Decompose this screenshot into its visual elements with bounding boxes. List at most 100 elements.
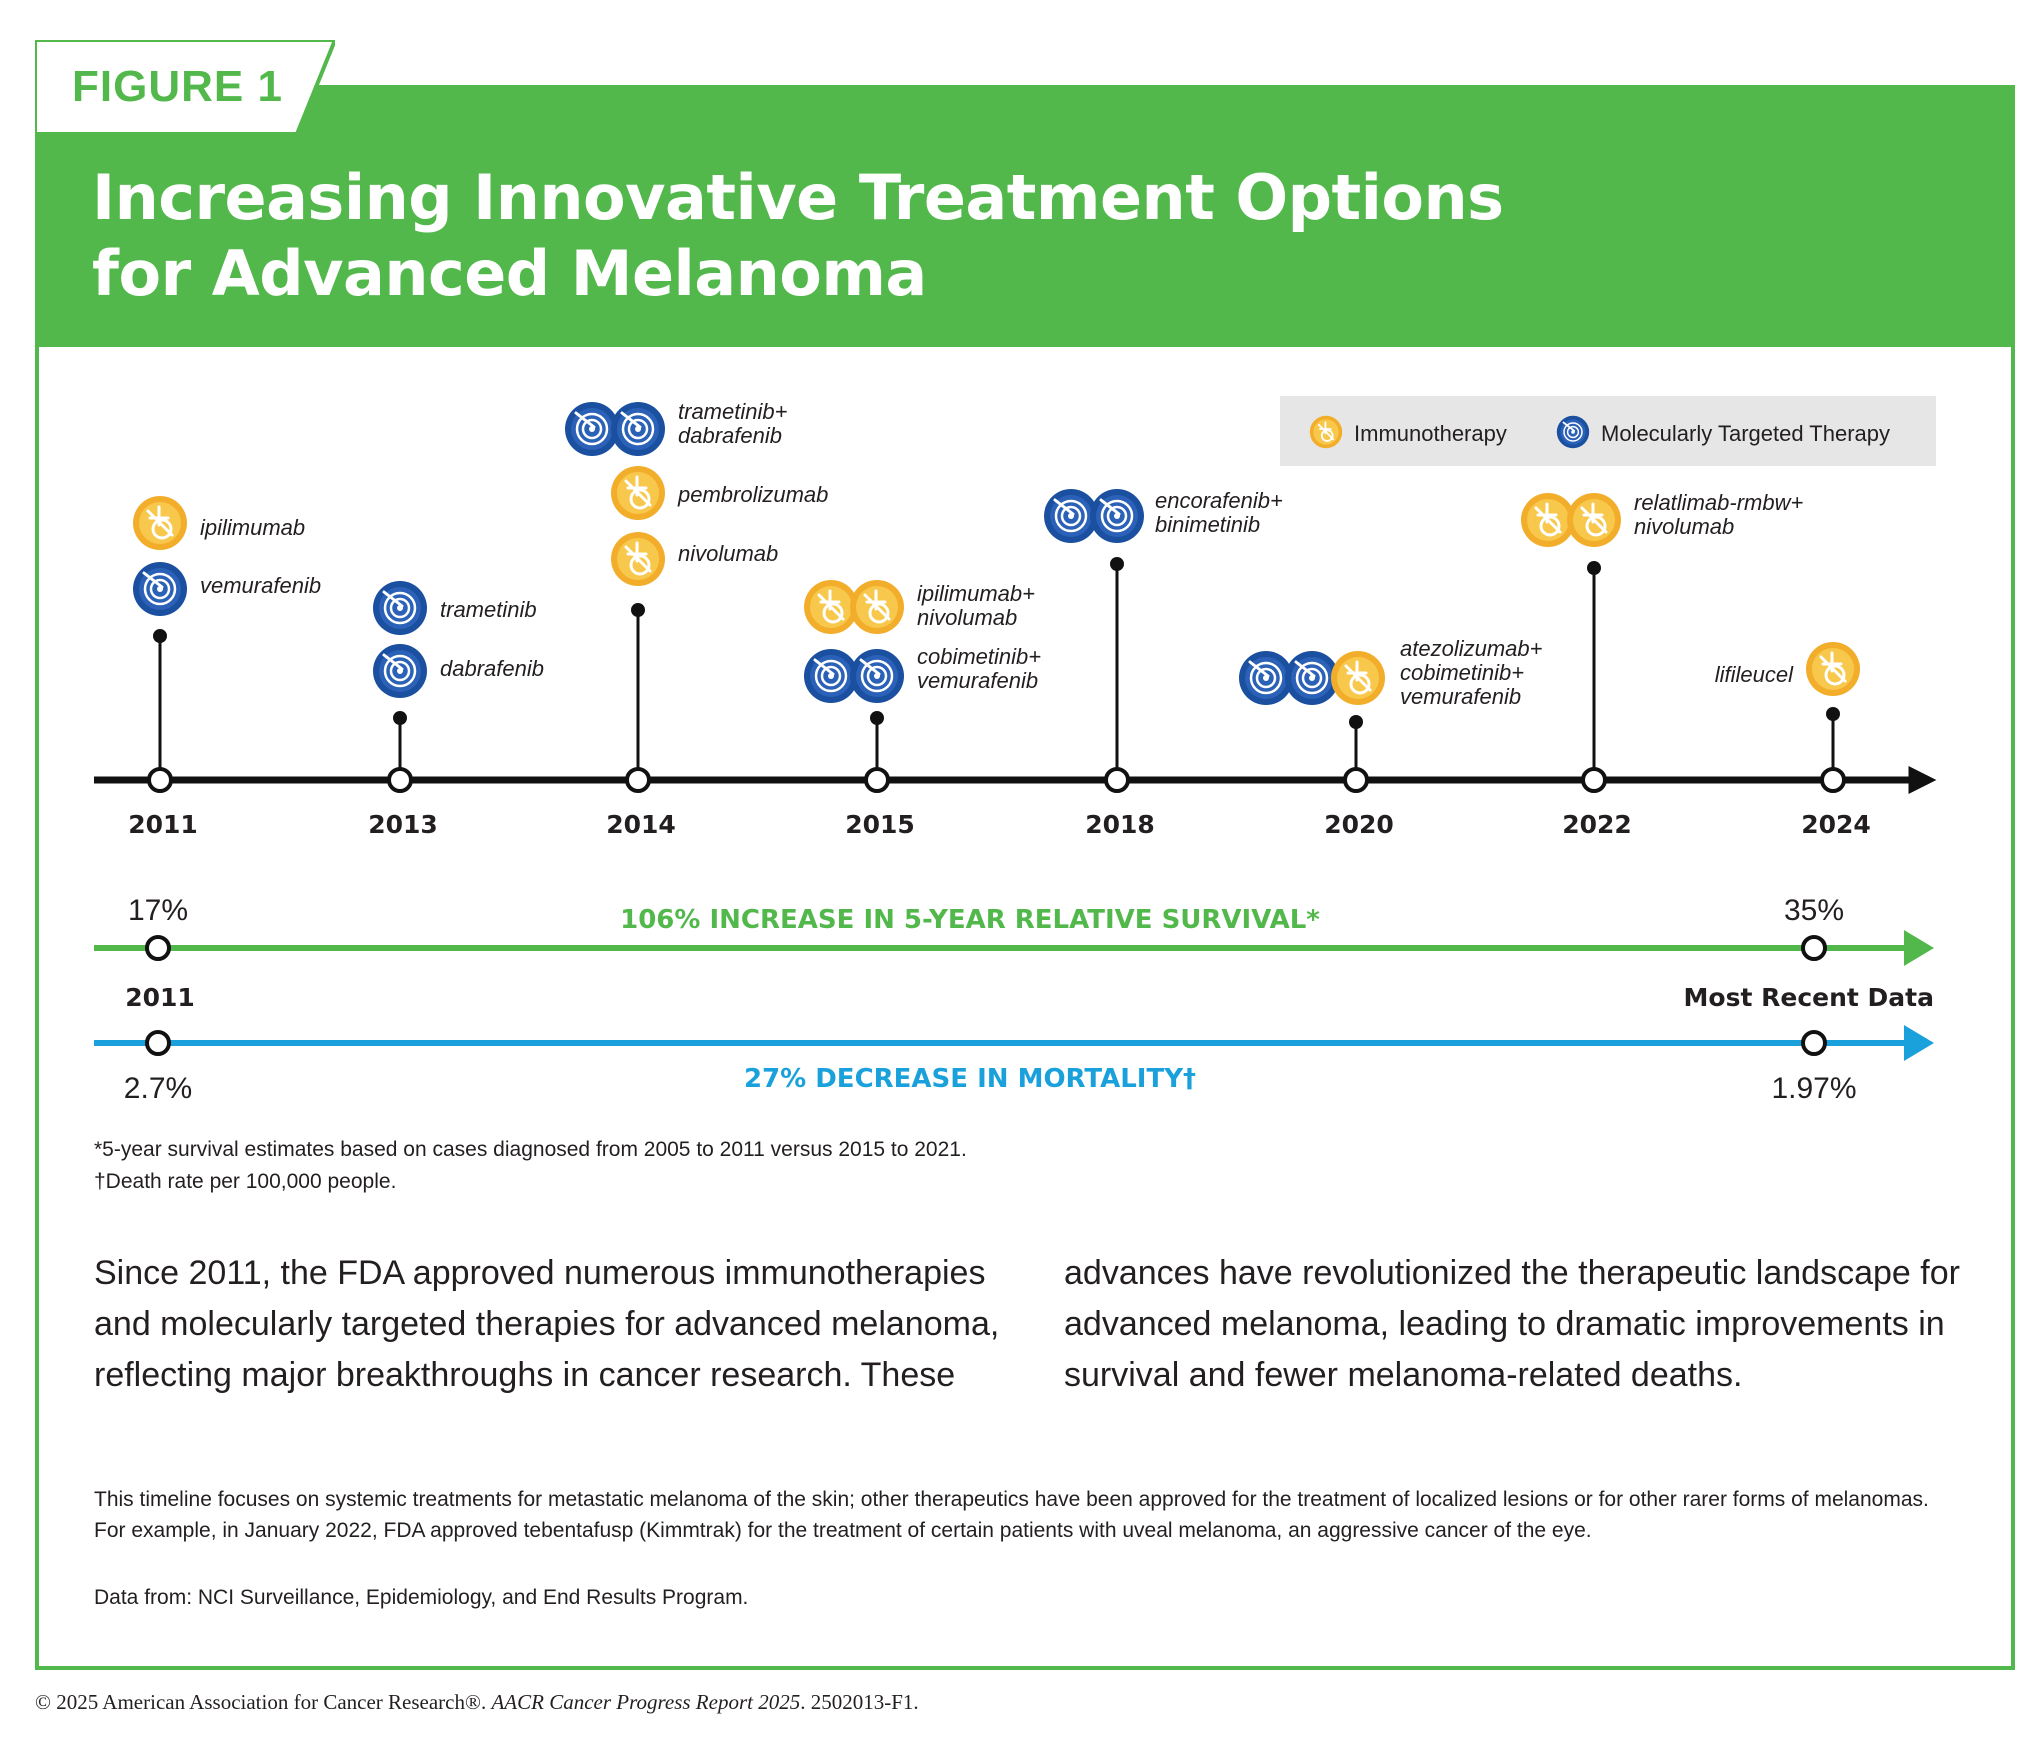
- period-end-label: Most Recent Data: [1684, 983, 1934, 1012]
- drug-label: ipilimumab+: [917, 581, 1035, 606]
- drug-label: vemurafenib: [1400, 684, 1521, 709]
- drug-label: ipilimumab: [200, 515, 305, 540]
- drug-label: binimetinib: [1155, 512, 1260, 537]
- drug-label: vemurafenib: [917, 668, 1038, 693]
- year-label: 2022: [1562, 810, 1632, 839]
- mortality-end-value: 1.97%: [1771, 1072, 1856, 1105]
- targeted-therapy-icon: [371, 642, 429, 700]
- targeted-therapy-icon: [563, 400, 621, 458]
- mortality-start-marker: [145, 1030, 171, 1056]
- timeline-event-2014: 2014 trametinib+dabrafenib pembrolizumab ni…: [563, 399, 828, 839]
- event-axis-marker: [1343, 767, 1369, 793]
- note-text: This timeline focuses on systemic treatm…: [94, 1488, 1929, 1542]
- timeline-event-2013: 2013 trametinib dabrafenib: [368, 579, 544, 839]
- survival-arrowhead: [1904, 930, 1934, 966]
- year-label: 2011: [128, 810, 198, 839]
- drug-label: trametinib: [440, 597, 537, 622]
- targeted-therapy-icon: [848, 647, 906, 705]
- targeted-therapy-icon: [1237, 649, 1295, 707]
- page-title: Increasing Innovative Treatment Options …: [92, 160, 1692, 312]
- event-stem-dot: [393, 711, 407, 725]
- timeline-event-2024: 2024 lifileucel: [1715, 640, 1871, 839]
- targeted-therapy-icon: [1283, 649, 1341, 707]
- event-stem-dot: [153, 629, 167, 643]
- year-label: 2018: [1085, 810, 1155, 839]
- event-axis-marker: [1581, 767, 1607, 793]
- event-axis-marker: [625, 767, 651, 793]
- survival-headline: 106% INCREASE IN 5-YEAR RELATIVE SURVIVA…: [620, 905, 1320, 935]
- event-axis-marker: [147, 767, 173, 793]
- legend-targeted-label: Molecularly Targeted Therapy: [1601, 421, 1890, 446]
- drug-label: atezolizumab+: [1400, 636, 1543, 661]
- immunotherapy-icon: [802, 578, 860, 636]
- timeline-event-2020: 2020 atezolizumab+cobimetinib+vemurafenib: [1237, 636, 1543, 839]
- drug-label: lifileucel: [1715, 662, 1794, 687]
- event-stem-dot: [1110, 557, 1124, 571]
- timeline-event-2018: 2018 encorafenib+binimetinib: [1042, 487, 1283, 839]
- copyright-suffix: . 2502013-F1.: [800, 1690, 919, 1714]
- mortality-headline: 27% DECREASE IN MORTALITY†: [744, 1064, 1196, 1094]
- legend-targeted-icon: [1555, 414, 1591, 450]
- immunotherapy-icon: [848, 578, 906, 636]
- footnote-mortality: †Death rate per 100,000 people.: [94, 1170, 397, 1193]
- event-stem-dot: [870, 711, 884, 725]
- drug-label: vemurafenib: [200, 573, 321, 598]
- survival-end-marker: [1801, 935, 1827, 961]
- event-stem-dot: [1349, 715, 1363, 729]
- immunotherapy-icon: [1519, 491, 1577, 549]
- event-stem-dot: [1826, 707, 1840, 721]
- legend-box: [1280, 396, 1936, 466]
- immunotherapy-icon: [131, 494, 189, 552]
- footnote-survival: *5-year survival estimates based on case…: [94, 1138, 967, 1161]
- targeted-therapy-icon: [1042, 487, 1100, 545]
- title-line-2: for Advanced Melanoma: [92, 237, 927, 310]
- period-start-label: 2011: [125, 983, 195, 1012]
- copyright: © 2025 American Association for Cancer R…: [35, 1690, 919, 1715]
- legend-immunotherapy-label: Immunotherapy: [1354, 421, 1507, 446]
- mortality-start-value: 2.7%: [124, 1072, 192, 1105]
- timeline-events: 2011 ipilimumab vemurafenib 2013 trametinib d…: [128, 399, 1871, 839]
- targeted-therapy-icon: [131, 560, 189, 618]
- timeline-diagram: Immunotherapy Molecularly Targeted Thera…: [94, 396, 1937, 1105]
- legend: Immunotherapy Molecularly Targeted Thera…: [1280, 396, 1936, 466]
- title-line-1: Increasing Innovative Treatment Options: [92, 161, 1504, 234]
- drug-label: trametinib+: [678, 399, 788, 424]
- drug-label: nivolumab: [917, 605, 1017, 630]
- year-label: 2020: [1324, 810, 1394, 839]
- survival-start-value: 17%: [128, 894, 188, 927]
- year-label: 2024: [1801, 810, 1871, 839]
- header-band: [35, 85, 2015, 347]
- immunotherapy-icon: [1329, 649, 1387, 707]
- targeted-therapy-icon: [609, 400, 667, 458]
- immunotherapy-icon: [609, 464, 667, 522]
- figure-label: FIGURE 1: [72, 62, 283, 111]
- drug-label: relatlimab-rmbw+: [1634, 490, 1803, 515]
- body-text: Since 2011, the FDA approved numerous im…: [94, 1254, 1960, 1394]
- event-axis-marker: [1104, 767, 1130, 793]
- event-axis-marker: [1820, 767, 1846, 793]
- event-stem-dot: [631, 603, 645, 617]
- drug-label: dabrafenib: [440, 656, 544, 681]
- timeline-event-2011: 2011 ipilimumab vemurafenib: [128, 494, 321, 839]
- copyright-report: AACR Cancer Progress Report 2025: [491, 1690, 801, 1714]
- immunotherapy-icon: [1804, 640, 1862, 698]
- targeted-therapy-icon: [371, 579, 429, 637]
- drug-label: pembrolizumab: [677, 482, 828, 507]
- event-stem-dot: [1587, 561, 1601, 575]
- mortality-arrowhead: [1904, 1025, 1934, 1061]
- event-axis-marker: [864, 767, 890, 793]
- drug-label: cobimetinib+: [917, 644, 1041, 669]
- timeline-event-2015: 2015 ipilimumab+nivolumab cobimetinib+vemu…: [802, 578, 1041, 839]
- survival-end-value: 35%: [1784, 894, 1844, 927]
- figure-tab: [35, 40, 335, 134]
- legend-immunotherapy-icon: [1308, 414, 1344, 450]
- drug-label: dabrafenib: [678, 423, 782, 448]
- timeline-event-2022: 2022 relatlimab-rmbw+nivolumab: [1519, 490, 1803, 839]
- survival-start-marker: [145, 935, 171, 961]
- year-label: 2015: [845, 810, 915, 839]
- targeted-therapy-icon: [802, 647, 860, 705]
- drug-label: encorafenib+: [1155, 488, 1283, 513]
- copyright-prefix: © 2025 American Association for Cancer R…: [35, 1690, 492, 1714]
- year-label: 2013: [368, 810, 438, 839]
- mortality-end-marker: [1801, 1030, 1827, 1056]
